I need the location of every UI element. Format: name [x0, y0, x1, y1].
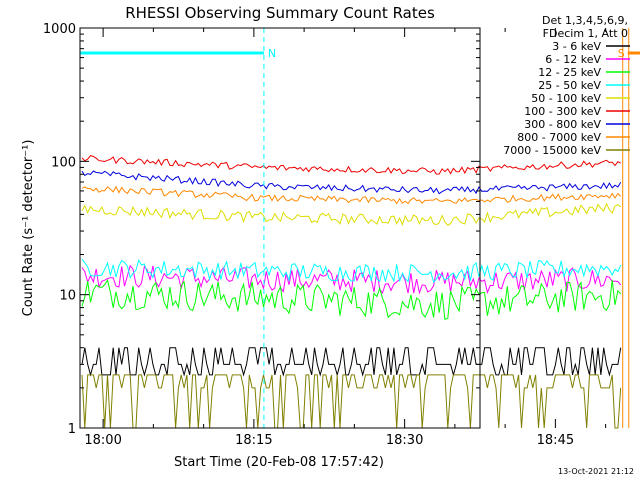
legend-label: 3 - 6 keV	[552, 40, 601, 53]
interval-label: S	[618, 47, 625, 60]
chart-title: RHESSI Observing Summary Count Rates	[125, 4, 435, 22]
legend: Det 1,3,4,5,6,9,FDecim 1, Att 03 - 6 keV…	[503, 14, 630, 157]
series-2	[81, 279, 622, 321]
series-7	[81, 185, 622, 205]
series-line	[81, 347, 622, 377]
x-tick-label: 18:30	[386, 433, 423, 448]
interval-label: N	[268, 47, 276, 60]
legend-header: Det 1,3,4,5,6,9,	[542, 14, 628, 27]
y-tick-label: 1000	[43, 22, 76, 37]
series-line	[81, 155, 621, 175]
x-tick-label: 18:45	[537, 433, 574, 448]
x-tick-label: 18:15	[235, 433, 272, 448]
series-line	[81, 264, 622, 295]
y-axis-label: Count Rate (s⁻¹ detector⁻¹)	[21, 140, 36, 317]
y-tick-label: 1	[68, 422, 76, 437]
series-line	[81, 258, 622, 284]
legend-label: 7000 - 15000 keV	[503, 144, 601, 157]
series-layer	[81, 155, 622, 429]
axes-layer: 110100100018:0018:1518:3018:4519:0019:15…	[43, 22, 607, 448]
legend-label: 50 - 100 keV	[531, 92, 601, 105]
series-0	[81, 347, 622, 377]
series-line	[81, 170, 622, 195]
series-1	[81, 264, 622, 295]
x-tick-label: 18:00	[84, 433, 121, 448]
series-4	[81, 202, 622, 227]
legend-label: 100 - 300 keV	[524, 105, 601, 118]
series-5	[81, 155, 621, 175]
y-tick-label: 10	[59, 289, 76, 304]
series-line	[81, 202, 622, 227]
plot-frame	[79, 27, 481, 429]
legend-label: 25 - 50 keV	[538, 79, 601, 92]
legend-label: 300 - 800 keV	[524, 118, 601, 131]
legend-label: 6 - 12 keV	[545, 53, 601, 66]
series-6	[81, 170, 622, 195]
legend-label: 12 - 25 keV	[538, 66, 601, 79]
series-line	[81, 279, 622, 321]
legend-header: FDecim 1, Att 0	[543, 27, 628, 40]
footer-timestamp: 13-Oct-2021 21:12	[558, 467, 634, 476]
x-axis-label: Start Time (20-Feb-08 17:57:42)	[174, 455, 384, 470]
series-3	[81, 258, 622, 284]
series-line	[81, 374, 622, 429]
y-tick-label: 100	[51, 155, 76, 170]
legend-label: 800 - 7000 keV	[517, 131, 601, 144]
series-8	[81, 374, 622, 429]
series-line	[81, 185, 622, 205]
